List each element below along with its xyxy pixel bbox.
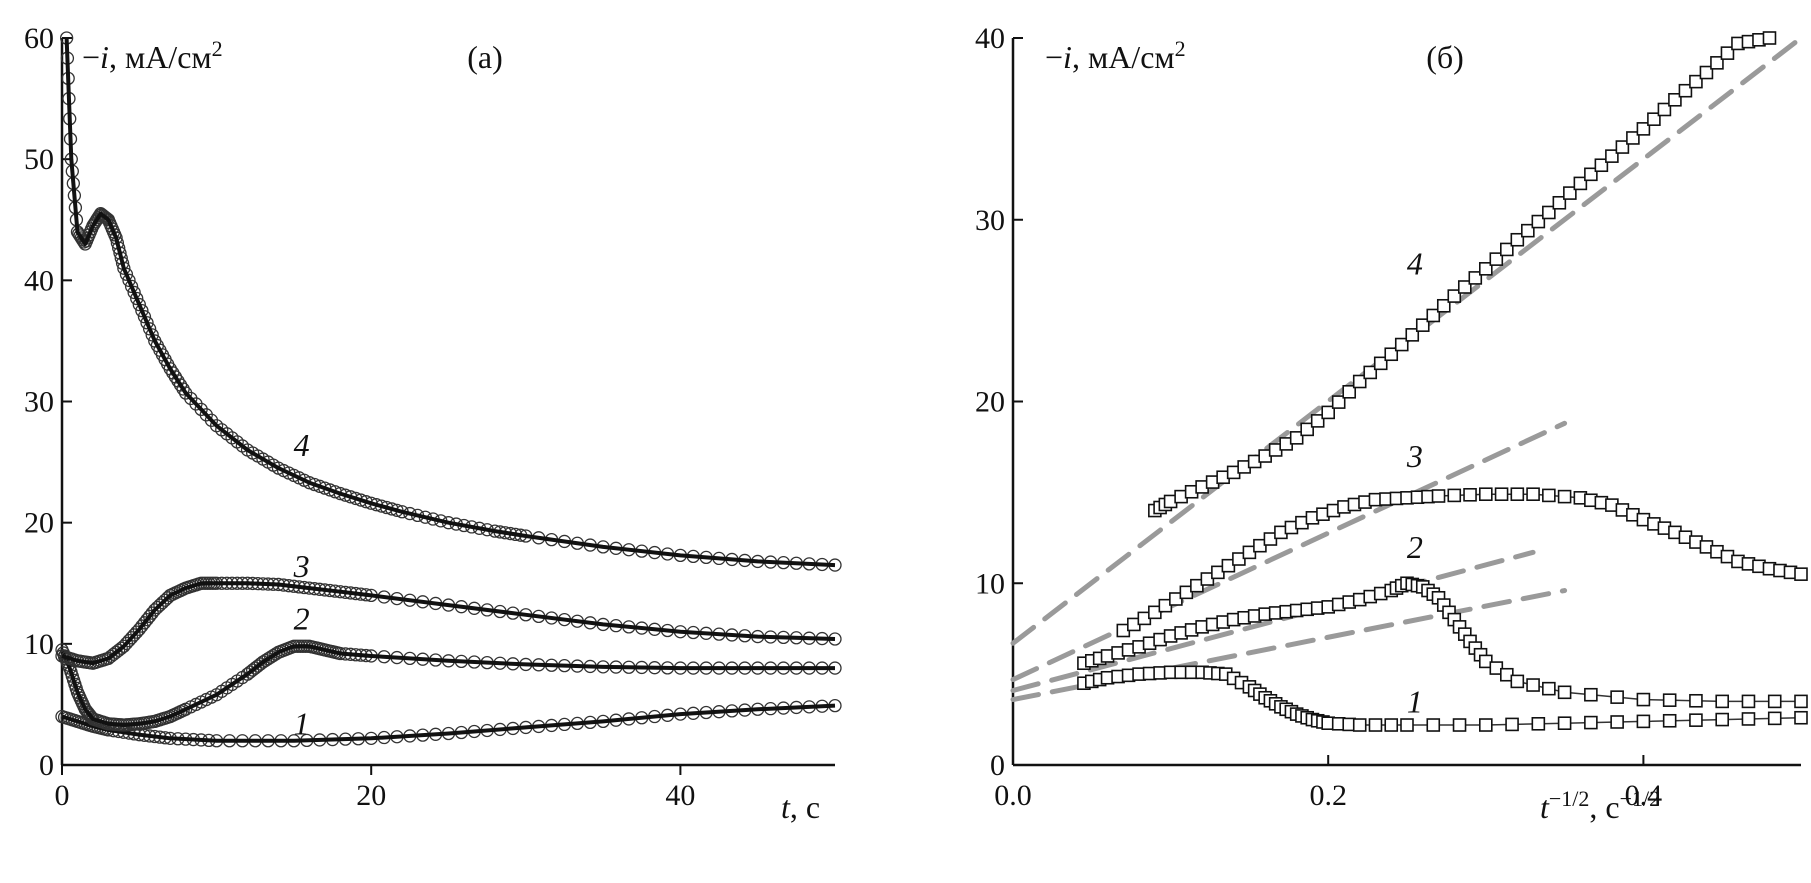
data-point [1769,712,1781,724]
data-point [1464,489,1476,501]
curve-label-1: 1 [294,706,310,742]
data-point [1742,695,1754,707]
panel-b-series: 1 2 3 4 [1078,32,1807,731]
data-point [1611,716,1623,728]
data-point [1506,718,1518,730]
data-point [1496,488,1508,500]
curve-label-2: 2 [294,600,310,636]
data-point [1559,491,1571,503]
data-point [1559,686,1571,698]
data-point [1795,695,1807,707]
panel-b-chart: 0 10 20 30 40 0.0 0.2 0.4 1 2 3 4 (б) −i, мА/см2 t… [975,22,1807,825]
data-point [1433,490,1445,502]
curve-label-2: 2 [1407,529,1423,565]
panel-b-axes: 0102030400.0 0.2 0.4 [975,22,1801,812]
data-point [1543,489,1555,501]
data-point [1690,695,1702,707]
series-3: 3 [1117,438,1807,637]
series-3: 3 [56,548,841,669]
y-tick-label: 10 [975,567,1005,600]
data-point [1716,714,1728,726]
series-2: 2 [1078,529,1807,708]
data-point [1795,568,1807,580]
y-tick-label: 40 [975,22,1005,55]
y-tick-label: 0 [39,749,54,782]
x-tick-label: 0.0 [994,779,1032,812]
data-point [1769,695,1781,707]
data-point [1585,689,1597,701]
y-tick-label: 10 [24,628,54,661]
data-point [1480,488,1492,500]
x-tick-label: 40 [665,779,695,812]
y-tick-label: 30 [24,386,54,419]
data-point [1664,715,1676,727]
data-point [1585,717,1597,729]
data-point [1543,683,1555,695]
data-point [1511,488,1523,500]
series-1: 1 [56,700,841,747]
data-point [1454,719,1466,731]
data-point [1369,719,1381,731]
data-point [1448,489,1460,501]
panel-b-fit-lines [1013,38,1801,700]
panel-a-axes: 0 10 20 30 40 50 60 0 20 40 [24,22,835,812]
data-point [1559,717,1571,729]
data-point [1511,675,1523,687]
data-point [1611,691,1623,703]
y-tick-label: 20 [24,507,54,540]
data-point [1354,719,1366,731]
y-tick-label: 60 [24,22,54,55]
series-line [1155,38,1770,511]
data-point [1637,715,1649,727]
panel-a-label: (а) [467,39,503,75]
panel-b-label: (б) [1426,39,1464,75]
series-line [67,38,835,565]
data-point [1480,719,1492,731]
panel-a-y-axis-title: −i, мА/см2 [82,36,223,75]
data-point [1527,488,1539,500]
panel-a-series: 1 2 3 4 [56,32,841,747]
curve-label-3: 3 [293,548,310,584]
series-4: 4 [1149,32,1776,517]
fit-line-3 [1013,423,1565,679]
y-tick-label: 0 [990,749,1005,782]
data-point [1401,719,1413,731]
data-point [1763,32,1775,44]
series-4: 4 [61,32,841,571]
curve-label-4: 4 [294,427,310,463]
curve-label-4: 4 [1407,245,1423,281]
data-point [1716,695,1728,707]
y-tick-label: 40 [24,264,54,297]
x-tick-label: 20 [356,779,386,812]
y-tick-label: 20 [975,386,1005,419]
panel-b-y-axis-title: −i, мА/см2 [1045,36,1186,75]
data-point [1690,714,1702,726]
data-point [1385,719,1397,731]
y-tick-label: 50 [24,143,54,176]
panel-b-x-axis-title: t−1/2, с−1/2 [1540,786,1660,825]
data-point [1637,694,1649,706]
panel-a-x-axis-title: t, с [781,789,820,825]
x-tick-label: 0 [55,779,70,812]
data-point [1664,694,1676,706]
data-point [1427,719,1439,731]
panel-a-chart: 0 10 20 30 40 50 60 0 20 40 1 2 3 4 (а) −i, мА/см2 t… [24,22,841,825]
y-tick-label: 30 [975,204,1005,237]
data-point [1527,679,1539,691]
data-point [1742,713,1754,725]
data-point [1532,718,1544,730]
x-tick-label: 0.2 [1309,779,1347,812]
curve-label-1: 1 [1407,683,1423,719]
data-point [1795,712,1807,724]
curve-label-3: 3 [1406,438,1423,474]
